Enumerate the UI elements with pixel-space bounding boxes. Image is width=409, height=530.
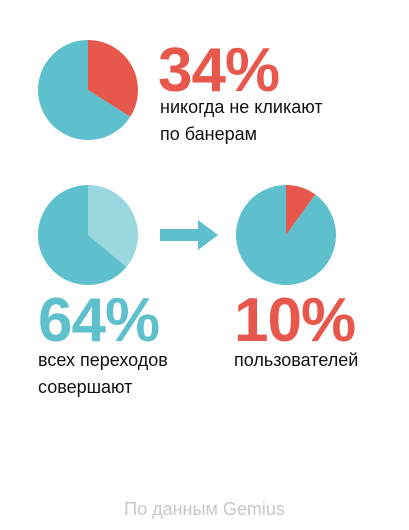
pie-chart-users [236,185,336,285]
stat-caption-all-clicks-line1: всех переходов [38,350,168,370]
source-note: По данным Gemius [124,499,285,519]
pie-users-slice-0 [286,185,316,235]
pie-banner-clicks-slice-1 [38,40,131,140]
pie-banner-clicks-slice-0 [88,40,138,117]
stat-percent-all-clicks: 64% [38,286,160,355]
pie-users-slice-1 [236,185,336,285]
stat-percent-users: 10% [234,286,356,355]
pie-chart-banner-clicks [38,40,138,140]
pie-all-clicks-slice-0 [88,185,138,267]
stat-caption-all-clicks-line2: совершают [38,377,133,397]
stat-caption-users: пользователей [234,350,359,370]
stat-caption-never-click-line1: никогда не кликают [160,97,323,117]
stat-caption-never-click-line2: по банерам [160,124,258,144]
arrow-right-icon [160,220,218,250]
stat-percent-never-click: 34% [158,36,280,105]
pie-chart-all-clicks [38,185,138,285]
pie-all-clicks-slice-1 [38,185,127,285]
arrow-right-shape [160,220,218,250]
